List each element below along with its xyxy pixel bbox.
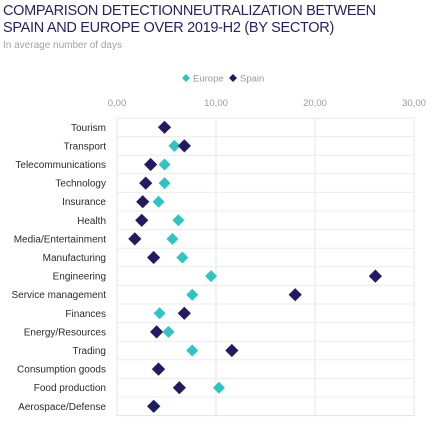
europe-point — [152, 195, 165, 208]
europe-point — [168, 139, 181, 152]
europe-point — [162, 325, 175, 338]
category-label: Finances — [65, 309, 106, 320]
x-tick-label: 0,00 — [108, 98, 127, 109]
europe-point — [205, 270, 218, 283]
category-label: Health — [77, 216, 106, 227]
europe-point — [186, 288, 199, 301]
spain-point — [139, 176, 153, 190]
legend-label-europe: Europe — [193, 74, 224, 85]
europe-point — [186, 344, 199, 357]
category-label: Consumption goods — [17, 365, 106, 376]
spain-point — [177, 139, 191, 153]
x-tick-label: 20,00 — [303, 98, 327, 109]
europe-point — [158, 177, 171, 190]
spain-point — [288, 288, 302, 302]
x-tick-label: 10,00 — [204, 98, 228, 109]
spain-point — [147, 250, 161, 265]
legend-label-spain: Spain — [240, 74, 264, 85]
spain-point — [136, 195, 150, 209]
category-label: Aerospace/Defense — [18, 402, 106, 413]
legend-marker-europe — [182, 74, 190, 82]
y-axis: Tourism Transport Telecommunications Techno… — [12, 123, 107, 413]
category-label: Telecommunications — [15, 160, 106, 171]
data-points — [128, 120, 382, 413]
spain-point — [135, 213, 149, 227]
x-tick-label: 30,00 — [402, 98, 426, 109]
category-label: Media/Entertainment — [14, 234, 106, 245]
category-label: Engineering — [53, 272, 106, 283]
x-axis: 0,00 10,00 20,00 30,00 — [108, 98, 426, 109]
category-label: Insurance — [62, 197, 106, 208]
europe-point — [166, 232, 179, 245]
category-label: Trading — [72, 346, 106, 357]
category-label: Technology — [55, 179, 106, 190]
spain-point — [368, 269, 382, 283]
chart-title: COMPARISON DETECTIONNEUTRALIZATION BETWE… — [3, 3, 376, 36]
spain-point — [157, 120, 172, 134]
category-label: Food production — [34, 383, 106, 394]
spain-point — [147, 399, 161, 413]
europe-point — [176, 251, 189, 264]
chart-subtitle: In average number of days — [3, 40, 122, 51]
europe-point — [153, 307, 166, 320]
europe-point — [172, 214, 185, 227]
grid — [116, 117, 415, 417]
spain-point — [128, 232, 142, 246]
spain-point — [225, 343, 239, 358]
spain-point — [151, 362, 166, 376]
category-label: Tourism — [71, 123, 106, 134]
legend-marker-spain — [229, 74, 237, 82]
category-label: Energy/Resources — [24, 327, 106, 338]
category-label: Service management — [12, 290, 107, 301]
category-label: Manufacturing — [43, 253, 106, 264]
legend: Europe Spain — [182, 74, 264, 85]
spain-point — [172, 381, 186, 395]
europe-point — [212, 381, 225, 394]
spain-point — [150, 325, 164, 339]
spain-point — [177, 306, 191, 320]
europe-point — [158, 158, 171, 171]
category-label: Transport — [64, 141, 107, 152]
spain-point — [144, 157, 158, 172]
